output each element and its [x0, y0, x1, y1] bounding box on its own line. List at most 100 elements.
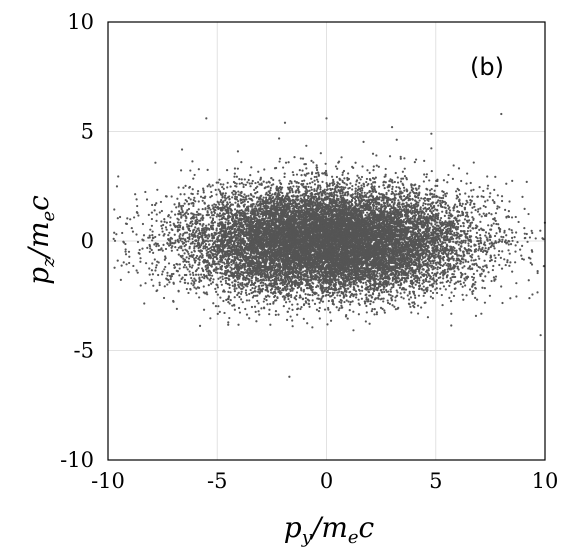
data-point [233, 172, 236, 175]
data-point [217, 305, 220, 308]
data-point [198, 229, 201, 232]
data-point [361, 165, 364, 168]
data-point [157, 248, 160, 252]
data-point [170, 195, 173, 198]
data-point [321, 300, 325, 303]
data-point [268, 313, 271, 316]
data-point [455, 190, 458, 193]
data-point [423, 291, 426, 295]
data-point [250, 281, 253, 284]
data-point [303, 303, 306, 306]
data-point [214, 305, 218, 308]
data-point [250, 305, 254, 309]
data-point [245, 198, 248, 201]
data-point [467, 267, 470, 270]
data-point [178, 263, 181, 266]
data-point [354, 187, 357, 190]
data-point [135, 198, 138, 201]
data-point [319, 299, 323, 302]
data-point [175, 206, 178, 209]
data-point [176, 248, 179, 252]
data-point [492, 245, 495, 248]
data-point [269, 189, 272, 192]
data-point [365, 311, 368, 314]
data-point [206, 293, 209, 296]
data-point [233, 288, 236, 291]
data-point [149, 247, 152, 250]
data-point [371, 308, 374, 311]
data-point [312, 200, 315, 203]
data-point [479, 207, 482, 210]
data-point [370, 183, 373, 186]
data-point [250, 166, 253, 169]
data-point [313, 179, 316, 182]
data-point [478, 186, 481, 189]
data-point [357, 298, 360, 301]
data-point [173, 233, 176, 236]
data-point [211, 184, 214, 187]
data-point [448, 209, 452, 212]
data-point [197, 190, 200, 193]
data-point [408, 285, 411, 288]
data-point [448, 284, 451, 287]
data-point [278, 157, 282, 160]
data-point [166, 271, 169, 274]
data-point [439, 240, 442, 243]
data-point [151, 203, 154, 207]
data-point [474, 296, 477, 299]
data-point [476, 298, 479, 301]
data-point [306, 182, 309, 185]
data-point [191, 271, 195, 274]
data-point [324, 286, 328, 289]
data-point [383, 309, 386, 312]
data-point [136, 271, 139, 274]
data-point [488, 294, 492, 297]
data-point [539, 229, 542, 232]
data-point [503, 229, 506, 232]
data-point [507, 249, 510, 252]
data-point [218, 310, 221, 313]
data-point [120, 264, 123, 267]
data-point [435, 291, 439, 295]
data-point [185, 200, 189, 203]
data-point [191, 188, 194, 191]
data-point [291, 289, 294, 292]
data-point [150, 217, 154, 221]
data-point [428, 284, 432, 287]
data-point [151, 262, 154, 265]
data-point [351, 184, 354, 188]
data-point [126, 217, 129, 220]
data-point [338, 307, 341, 310]
data-point [283, 175, 286, 179]
data-point [218, 178, 221, 181]
data-point [160, 220, 163, 223]
data-point [141, 222, 145, 226]
data-point [231, 281, 234, 284]
data-point [163, 285, 166, 288]
data-point [455, 197, 458, 200]
data-point [423, 173, 426, 176]
data-point [478, 213, 481, 216]
data-point [198, 296, 201, 299]
data-point [508, 252, 511, 255]
data-point [371, 152, 375, 155]
data-point [130, 226, 133, 230]
data-point [113, 266, 116, 269]
data-point [278, 160, 281, 163]
data-point [179, 221, 182, 224]
data-point [166, 283, 169, 286]
data-point [474, 258, 477, 262]
data-point [199, 195, 203, 198]
data-point [291, 319, 294, 322]
data-point [439, 281, 442, 284]
data-point [482, 212, 485, 215]
data-point [186, 268, 189, 271]
data-point [187, 257, 191, 260]
data-point [209, 239, 212, 242]
data-point [351, 188, 354, 191]
data-point [233, 175, 236, 178]
data-point [530, 263, 534, 266]
data-point [174, 239, 177, 242]
data-point [191, 264, 194, 267]
data-point [183, 278, 186, 281]
